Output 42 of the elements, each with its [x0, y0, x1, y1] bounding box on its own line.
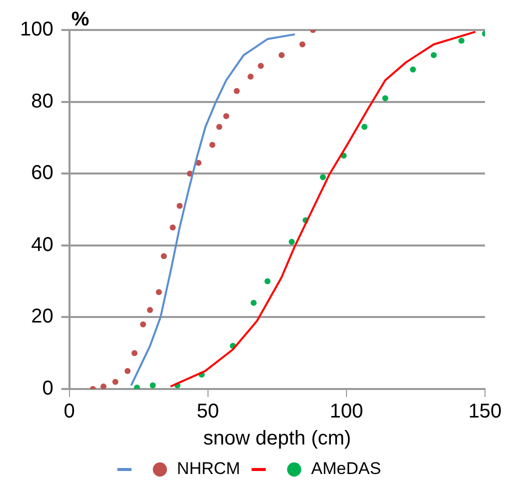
- y-tick-label: 0: [42, 378, 54, 400]
- point: [112, 378, 118, 385]
- point: [147, 307, 153, 314]
- point: [100, 383, 106, 389]
- point: [160, 253, 167, 260]
- point: [382, 95, 388, 102]
- y-tick-label: 100: [20, 18, 54, 41]
- point: [234, 88, 240, 94]
- point: [216, 124, 222, 130]
- point: [299, 41, 306, 48]
- y-tick-label: 40: [31, 234, 54, 256]
- point: [170, 224, 176, 230]
- point: [223, 113, 230, 120]
- point: [410, 66, 416, 72]
- point: [150, 382, 156, 388]
- x-tick-label: 0: [64, 400, 75, 423]
- point: [361, 124, 368, 130]
- y-tick-label: 80: [31, 90, 54, 112]
- point: [258, 62, 264, 69]
- y-axis-title: %: [71, 8, 90, 31]
- x-axis-title: snow depth (cm): [203, 428, 352, 450]
- point: [209, 142, 216, 148]
- point: [131, 350, 138, 356]
- legend-label: NHRCM: [176, 459, 240, 478]
- point: [264, 278, 270, 284]
- point: [176, 202, 183, 209]
- y-tick-label: 20: [31, 306, 54, 328]
- point: [458, 38, 464, 44]
- point: [248, 74, 254, 80]
- point: [430, 52, 437, 58]
- x-tick-label: 50: [196, 400, 220, 423]
- point: [140, 321, 146, 328]
- point: [320, 174, 326, 180]
- x-tick-label: 150: [468, 400, 502, 423]
- point: [288, 238, 295, 245]
- point: [124, 368, 131, 374]
- y-tick-label: 60: [31, 162, 54, 184]
- point: [250, 300, 257, 306]
- point: [278, 52, 285, 58]
- x-tick-label: 100: [330, 400, 364, 423]
- legend-label: AMeDAS: [311, 459, 382, 478]
- point: [156, 289, 162, 296]
